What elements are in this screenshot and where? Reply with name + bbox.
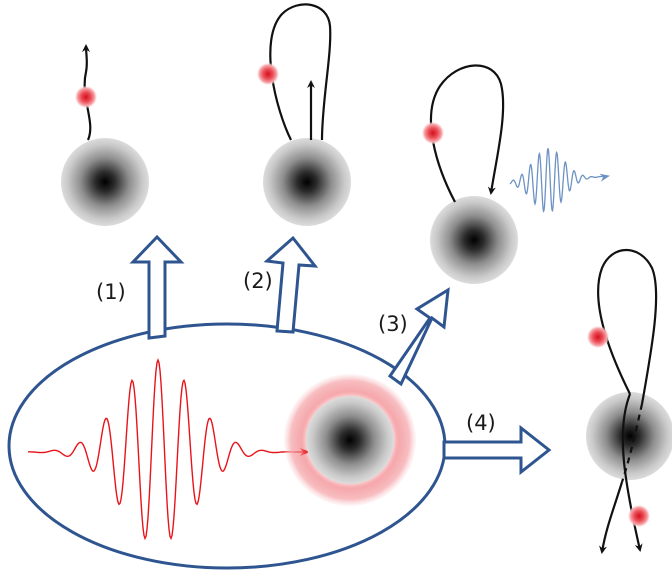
electron-trajectory-outgoing	[597, 249, 658, 405]
electron-scatter-right	[621, 393, 643, 552]
electron-icon	[257, 63, 279, 85]
pathway-2-loop	[257, 3, 351, 226]
atom-core-icon	[306, 396, 394, 484]
laser-pulse-icon	[28, 357, 310, 541]
pathway-arrow-2	[263, 235, 319, 334]
pathway-arrow-4	[442, 424, 552, 476]
step-label-1: (1)	[96, 280, 126, 304]
electron-icon	[587, 326, 609, 348]
step-label-2: (2)	[243, 269, 273, 293]
electron-icon	[422, 122, 444, 144]
atom-core-icon	[263, 138, 351, 226]
pathway-1-direct-ionization	[61, 44, 149, 226]
pathway-arrow-1	[129, 234, 185, 340]
step-label-4: (4)	[466, 411, 496, 435]
pathway-4-rescattering	[586, 249, 672, 554]
electron-icon	[75, 86, 97, 108]
electron-icon	[628, 505, 650, 527]
atom-core-icon	[586, 392, 672, 480]
electron-scatter-left	[599, 481, 624, 554]
electron-trajectory	[269, 3, 332, 141]
pathway-3-recombination	[422, 64, 610, 284]
electron-trajectory	[429, 64, 505, 203]
pathway-arrow-3	[387, 287, 450, 387]
atom-core-icon	[430, 196, 518, 284]
atom-core-icon	[61, 138, 149, 226]
electron-trajectory	[82, 44, 92, 141]
emitted-wave-icon	[509, 148, 610, 213]
step-label-3: (3)	[378, 312, 408, 336]
